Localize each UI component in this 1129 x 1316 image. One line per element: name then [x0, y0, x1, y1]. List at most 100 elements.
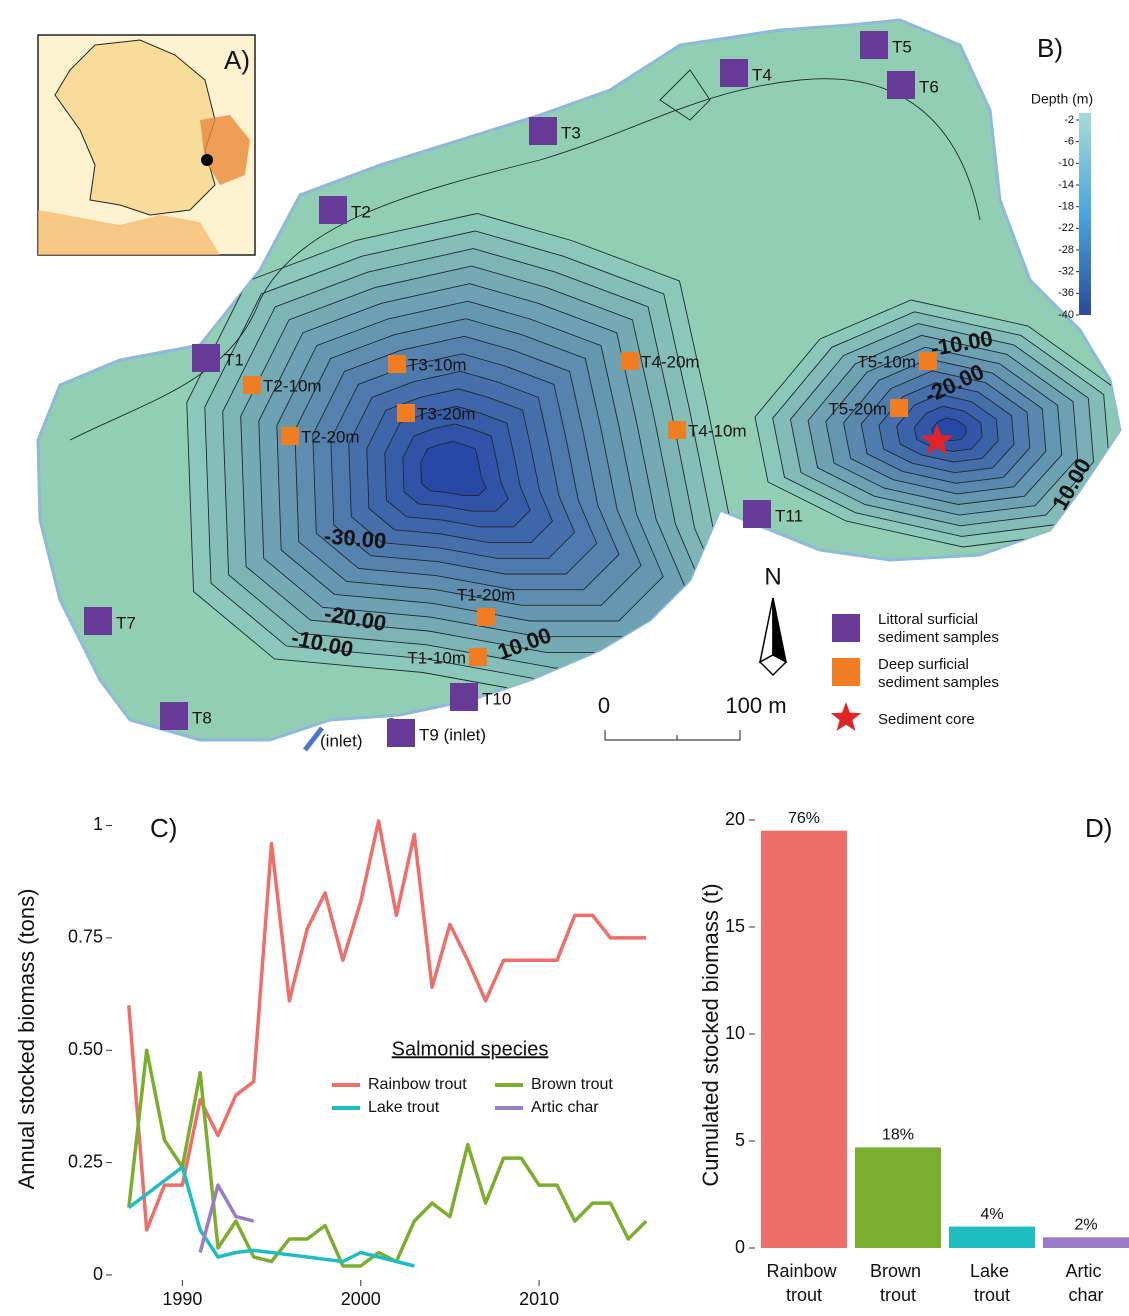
legend-label: Lake trout — [368, 1099, 440, 1116]
sample-label: T6 — [919, 77, 939, 96]
sample-label: T5-10m — [857, 352, 916, 371]
legend-label: Sediment core — [878, 711, 975, 728]
north-arrow — [760, 598, 773, 662]
colorbar-tick-label: -40 — [1058, 309, 1074, 321]
sample-label: T1-20m — [457, 585, 516, 604]
panel-label: D) — [1085, 813, 1112, 843]
legend-swatch — [832, 614, 860, 642]
sample-label: T8 — [192, 708, 212, 727]
share-label: 2% — [1074, 1217, 1097, 1234]
sample-label: T4 — [752, 65, 772, 84]
sample-label: T4-20m — [641, 352, 700, 371]
deep-sample — [243, 376, 261, 394]
legend-label: Brown trout — [531, 1076, 613, 1093]
x-tick-label: 1990 — [162, 1289, 202, 1309]
y-tick-label: 10 — [725, 1023, 745, 1043]
littoral-sample — [450, 683, 478, 711]
x-tick-label: Rainbow trout — [766, 1261, 841, 1305]
littoral-sample — [743, 500, 771, 528]
sample-label: T2-10m — [263, 376, 322, 395]
littoral-sample — [720, 59, 748, 87]
scale-label: 100 m — [725, 693, 786, 718]
littoral-sample — [387, 719, 415, 747]
figure: A) B) Depth (m) (inlet) N 0 100 m Littor… — [0, 0, 1129, 1311]
share-label: 4% — [980, 1206, 1003, 1223]
bar — [855, 1147, 941, 1248]
share-label: 76% — [788, 810, 820, 827]
legend-title: Salmonid species — [392, 1038, 549, 1060]
y-tick-label: 20 — [725, 809, 745, 829]
deep-sample — [469, 648, 487, 666]
legend-swatch — [832, 658, 860, 686]
colorbar-tick-label: -14 — [1058, 179, 1074, 191]
site-dot — [201, 154, 213, 166]
legend-star — [831, 702, 861, 731]
y-axis-label: Cumulated stocked biomass (t) — [698, 883, 723, 1186]
y-tick-label: 0.75 — [68, 927, 103, 947]
series-line — [129, 1167, 415, 1266]
legend-label: Littoral surficial sediment samples — [878, 611, 999, 646]
sample-label: T3-10m — [408, 355, 467, 374]
north-label: N — [764, 563, 781, 590]
littoral-sample — [319, 196, 347, 224]
scale-label: 0 — [598, 693, 610, 718]
x-tick-label: 2000 — [341, 1289, 381, 1309]
x-tick-label: 2010 — [519, 1289, 559, 1309]
deep-sample — [281, 427, 299, 445]
sample-label: T4-10m — [688, 421, 747, 440]
y-axis-label: Annual stocked biomass (tons) — [14, 889, 39, 1190]
y-tick-label: 0.50 — [68, 1039, 103, 1059]
panel-label: C) — [150, 813, 177, 843]
colorbar-tick-label: -6 — [1064, 136, 1074, 148]
panel-label: A) — [224, 45, 250, 75]
sample-label: T5 — [892, 37, 912, 56]
sample-label: T11 — [775, 506, 803, 525]
colorbar-tick-label: -18 — [1058, 201, 1074, 213]
sample-label: T3-20m — [417, 404, 476, 423]
littoral-sample — [84, 607, 112, 635]
inlet-label: (inlet) — [320, 731, 363, 750]
charts: C)Annual stocked biomass (tons)00.250.50… — [14, 809, 1129, 1309]
bar — [1043, 1237, 1129, 1248]
x-tick-label: Artic char — [1065, 1261, 1106, 1305]
north-arrow — [773, 598, 786, 662]
sample-label: T7 — [116, 613, 136, 632]
y-tick-label: 5 — [735, 1130, 745, 1150]
colorbar-title: Depth (m) — [1031, 91, 1093, 107]
bar — [761, 831, 847, 1248]
littoral-sample — [860, 31, 888, 59]
deep-sample — [397, 404, 415, 422]
legend-label: Rainbow trout — [368, 1076, 467, 1093]
colorbar-tick-label: -22 — [1058, 222, 1074, 234]
deep-sample — [477, 608, 495, 626]
sample-label: T9 (inlet) — [419, 725, 486, 744]
littoral-sample — [192, 344, 220, 372]
sample-label: T1 — [224, 350, 244, 369]
series-line — [129, 821, 646, 1230]
colorbar-tick-label: -28 — [1058, 244, 1074, 256]
bar — [949, 1227, 1035, 1248]
sample-label: T2 — [351, 202, 371, 221]
panel-label: B) — [1037, 33, 1063, 63]
colorbar-tick-label: -32 — [1058, 266, 1074, 278]
y-tick-label: 0 — [735, 1237, 745, 1257]
legend-label: Deep surficial sediment samples — [878, 656, 999, 691]
sample-label: T1-10m — [407, 648, 466, 667]
x-tick-label: Brown trout — [870, 1261, 926, 1305]
sample-label: T2-20m — [301, 427, 360, 446]
deep-sample — [890, 399, 908, 417]
deep-sample — [919, 352, 937, 370]
deep-sample — [621, 352, 639, 370]
colorbar-tick-label: -2 — [1064, 114, 1074, 126]
y-tick-label: 0 — [93, 1264, 103, 1284]
sample-label: T5-20m — [828, 399, 887, 418]
scale-bar — [605, 730, 740, 740]
colorbar-tick-label: -36 — [1058, 287, 1074, 299]
y-tick-label: 1 — [93, 814, 103, 834]
littoral-sample — [887, 71, 915, 99]
littoral-sample — [529, 117, 557, 145]
share-label: 18% — [882, 1127, 914, 1144]
colorbar — [1079, 113, 1091, 315]
sample-label: T3 — [561, 123, 581, 142]
deep-sample — [388, 355, 406, 373]
